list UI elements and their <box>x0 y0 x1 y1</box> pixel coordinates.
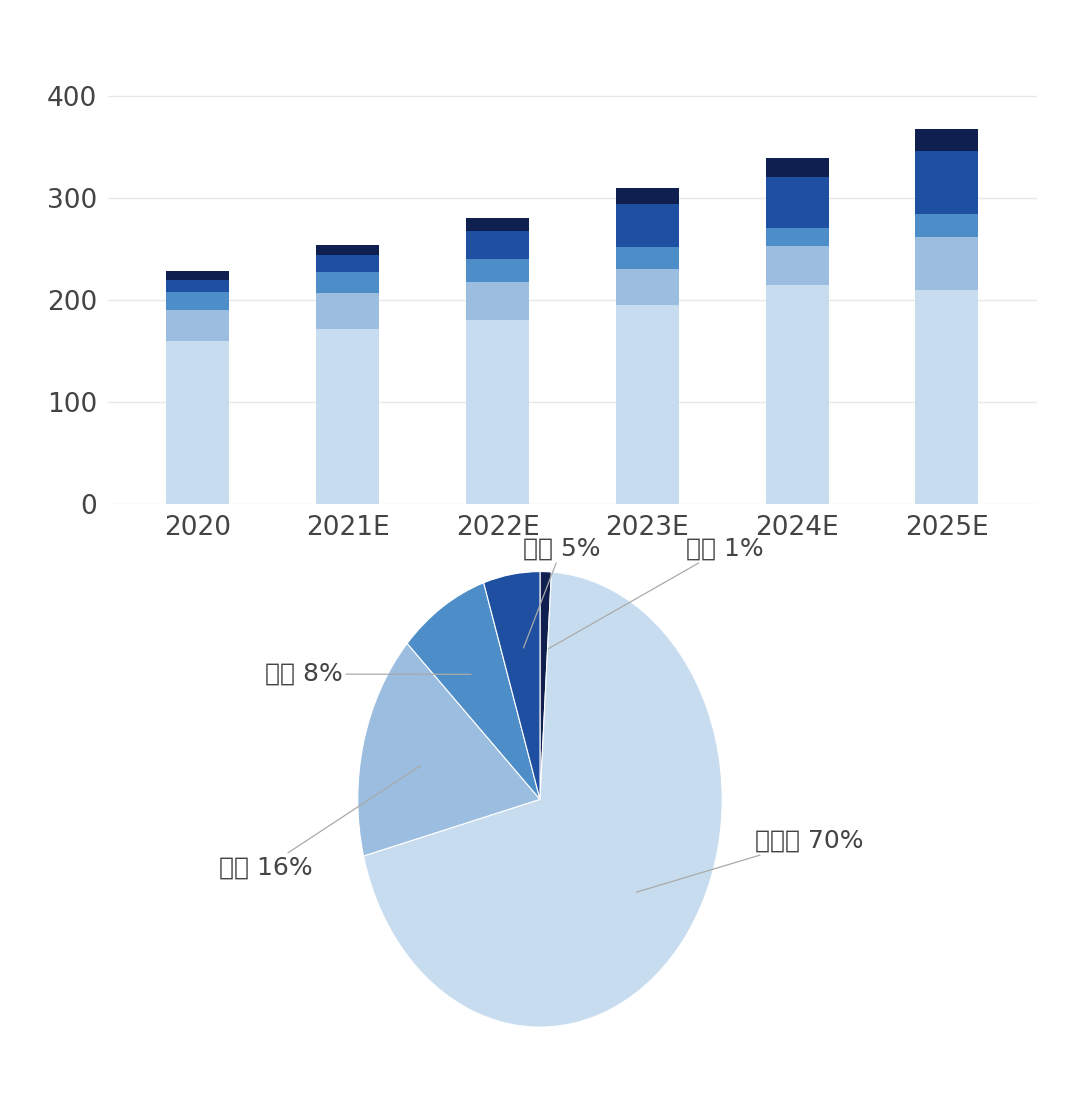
Wedge shape <box>407 583 540 799</box>
Bar <box>616 247 678 269</box>
Bar <box>316 245 379 255</box>
Bar <box>166 272 229 279</box>
Wedge shape <box>364 572 723 1027</box>
Bar <box>766 176 828 228</box>
Bar <box>467 321 529 504</box>
Text: 合金 16%: 合金 16% <box>218 765 420 879</box>
Bar <box>316 255 379 273</box>
Bar <box>316 328 379 504</box>
Wedge shape <box>540 572 552 799</box>
Bar <box>616 205 678 247</box>
Bar <box>766 285 828 504</box>
Bar <box>916 215 978 237</box>
Text: 其他 1%: 其他 1% <box>549 537 764 648</box>
Bar <box>766 159 828 176</box>
Bar <box>467 260 529 281</box>
Bar <box>766 228 828 246</box>
Bar <box>166 310 229 341</box>
Text: 电池 5%: 电池 5% <box>523 537 600 648</box>
Bar <box>467 231 529 260</box>
Bar <box>616 306 678 504</box>
Bar <box>916 129 978 151</box>
Bar <box>166 341 229 504</box>
Bar <box>916 151 978 215</box>
Text: 不锈钢 70%: 不锈钢 70% <box>636 828 864 892</box>
Wedge shape <box>357 644 540 856</box>
Bar <box>916 237 978 290</box>
Bar <box>467 219 529 231</box>
Bar <box>316 292 379 328</box>
Text: 电镀 8%: 电镀 8% <box>266 662 471 687</box>
Bar <box>616 269 678 306</box>
Bar <box>467 281 529 321</box>
Bar <box>616 188 678 205</box>
Bar <box>166 292 229 310</box>
Bar <box>766 246 828 285</box>
Bar <box>166 279 229 292</box>
Wedge shape <box>484 572 540 799</box>
Bar <box>316 273 379 292</box>
Bar <box>916 290 978 504</box>
